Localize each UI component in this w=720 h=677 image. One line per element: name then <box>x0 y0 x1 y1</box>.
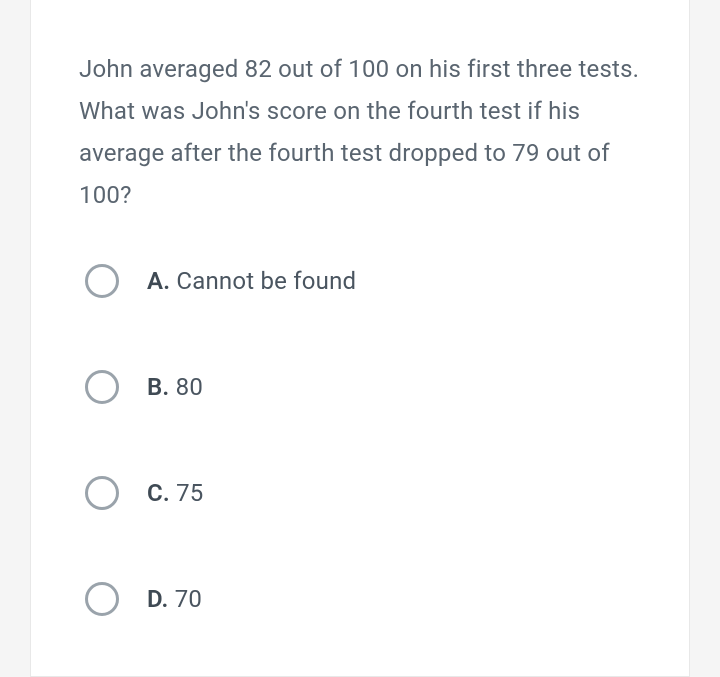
option-label: A. Cannot be found <box>147 267 356 295</box>
option-text: Cannot be found <box>176 267 356 295</box>
option-text: 80 <box>176 373 203 401</box>
question-text: John averaged 82 out of 100 on his first… <box>79 48 641 216</box>
option-letter: D. <box>147 585 169 613</box>
option-text: 75 <box>176 479 203 507</box>
option-text: 70 <box>175 585 202 613</box>
radio-icon[interactable] <box>85 476 119 510</box>
option-label: B. 80 <box>147 373 203 401</box>
option-c[interactable]: C. 75 <box>85 476 641 510</box>
option-label: C. 75 <box>147 479 203 507</box>
question-card: John averaged 82 out of 100 on his first… <box>30 0 690 677</box>
option-letter: B. <box>147 373 169 401</box>
option-letter: A. <box>147 267 170 295</box>
option-label: D. 70 <box>147 585 202 613</box>
radio-icon[interactable] <box>85 582 119 616</box>
radio-icon[interactable] <box>85 370 119 404</box>
options-list: A. Cannot be found B. 80 C. 75 D. 70 <box>79 264 641 616</box>
option-b[interactable]: B. 80 <box>85 370 641 404</box>
option-a[interactable]: A. Cannot be found <box>85 264 641 298</box>
option-letter: C. <box>147 479 170 507</box>
radio-icon[interactable] <box>85 264 119 298</box>
option-d[interactable]: D. 70 <box>85 582 641 616</box>
